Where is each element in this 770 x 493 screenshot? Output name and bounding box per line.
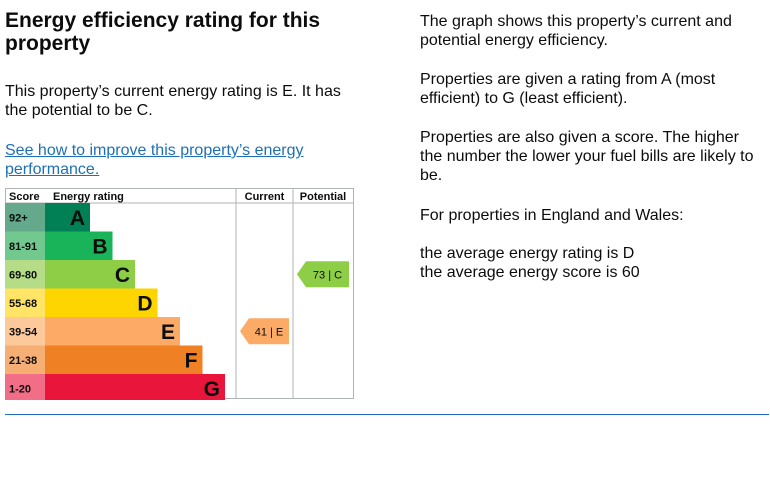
energy-rating-header: Energy rating bbox=[53, 191, 124, 203]
score-range-e: 39-54 bbox=[9, 326, 38, 338]
band-letter-f: F bbox=[185, 349, 198, 372]
average-score: the average energy score is 60 bbox=[420, 264, 640, 281]
score-range-g: 1-20 bbox=[9, 383, 31, 395]
score-cell-b bbox=[5, 231, 45, 260]
score-description: Properties are also given a score. The h… bbox=[420, 129, 754, 184]
graph-description: The graph shows this property’s current … bbox=[420, 13, 732, 49]
improve-performance-link[interactable]: See how to improve this property’s energ… bbox=[5, 142, 304, 178]
score-range-c: 69-80 bbox=[9, 269, 37, 281]
energy-rating-chart: Score Energy rating Current Potential 92+ A 81… bbox=[5, 188, 354, 400]
band-bar-f bbox=[45, 345, 203, 374]
region-note: For properties in England and Wales: bbox=[420, 207, 684, 224]
band-bar-d bbox=[45, 288, 158, 317]
band-bar-c bbox=[45, 260, 135, 289]
score-cell-a bbox=[5, 203, 45, 232]
section-divider bbox=[5, 414, 769, 415]
score-header: Score bbox=[9, 191, 40, 203]
band-bar-e bbox=[45, 317, 180, 346]
score-range-f: 21-38 bbox=[9, 355, 37, 367]
current-rating-text: This property’s current energy rating is… bbox=[5, 83, 341, 119]
potential-rating-label: 73 | C bbox=[313, 269, 342, 281]
band-letter-b: B bbox=[92, 235, 107, 258]
potential-header: Potential bbox=[300, 191, 346, 203]
score-range-a: 92+ bbox=[9, 212, 28, 224]
band-letter-a: A bbox=[70, 207, 85, 230]
current-rating-arrow bbox=[240, 318, 289, 345]
score-cell-d bbox=[5, 288, 45, 317]
score-cell-f bbox=[5, 345, 45, 374]
band-letter-e: E bbox=[161, 321, 175, 344]
score-cell-e bbox=[5, 317, 45, 346]
rating-scale-description: Properties are given a rating from A (mo… bbox=[420, 71, 716, 107]
band-letter-c: C bbox=[115, 264, 130, 287]
current-rating-label: 41 | E bbox=[255, 326, 284, 338]
page-title: Energy efficiency rating for this proper… bbox=[5, 9, 321, 55]
average-rating: the average energy rating is D bbox=[420, 245, 635, 262]
score-cell-c bbox=[5, 260, 45, 289]
band-letter-d: D bbox=[137, 292, 152, 315]
band-bar-b bbox=[45, 231, 113, 260]
band-bar-g bbox=[45, 374, 225, 400]
current-header: Current bbox=[245, 191, 285, 203]
score-range-b: 81-91 bbox=[9, 241, 37, 253]
band-bar-a bbox=[45, 203, 90, 232]
score-range-d: 55-68 bbox=[9, 298, 37, 310]
potential-rating-arrow bbox=[297, 261, 349, 288]
band-letter-g: G bbox=[204, 378, 220, 400]
score-cell-g bbox=[5, 374, 45, 400]
